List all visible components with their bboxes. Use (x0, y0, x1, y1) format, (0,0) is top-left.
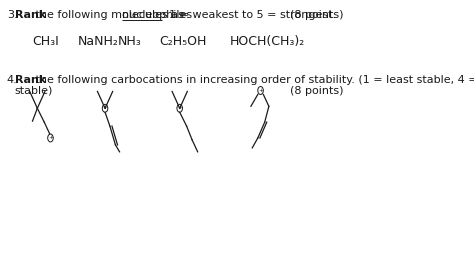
Text: CH₃I: CH₃I (33, 35, 59, 48)
Text: the following molecules as: the following molecules as (32, 10, 187, 20)
Text: NaNH₂: NaNH₂ (77, 35, 118, 48)
Text: Rank: Rank (15, 10, 46, 20)
Text: Rank: Rank (15, 75, 46, 85)
Text: : 1 = weakest to 5 = strongest.: : 1 = weakest to 5 = strongest. (162, 10, 336, 20)
Text: NH₃: NH₃ (118, 35, 141, 48)
Text: 3.: 3. (7, 10, 18, 20)
Text: stable): stable) (15, 86, 53, 95)
Text: the following carbocations in increasing order of stability. (1 = least stable, : the following carbocations in increasing… (32, 75, 474, 85)
Text: +: + (177, 105, 182, 111)
Text: HOCH(CH₃)₂: HOCH(CH₃)₂ (229, 35, 305, 48)
Text: (8 points): (8 points) (290, 10, 344, 20)
Text: +: + (258, 88, 263, 93)
Text: nucleophiles: nucleophiles (122, 10, 192, 20)
Text: (8 points): (8 points) (290, 86, 344, 95)
Text: 4.: 4. (7, 75, 18, 85)
Text: C₂H₅OH: C₂H₅OH (159, 35, 206, 48)
Text: +: + (102, 105, 108, 111)
Text: +: + (48, 135, 53, 140)
